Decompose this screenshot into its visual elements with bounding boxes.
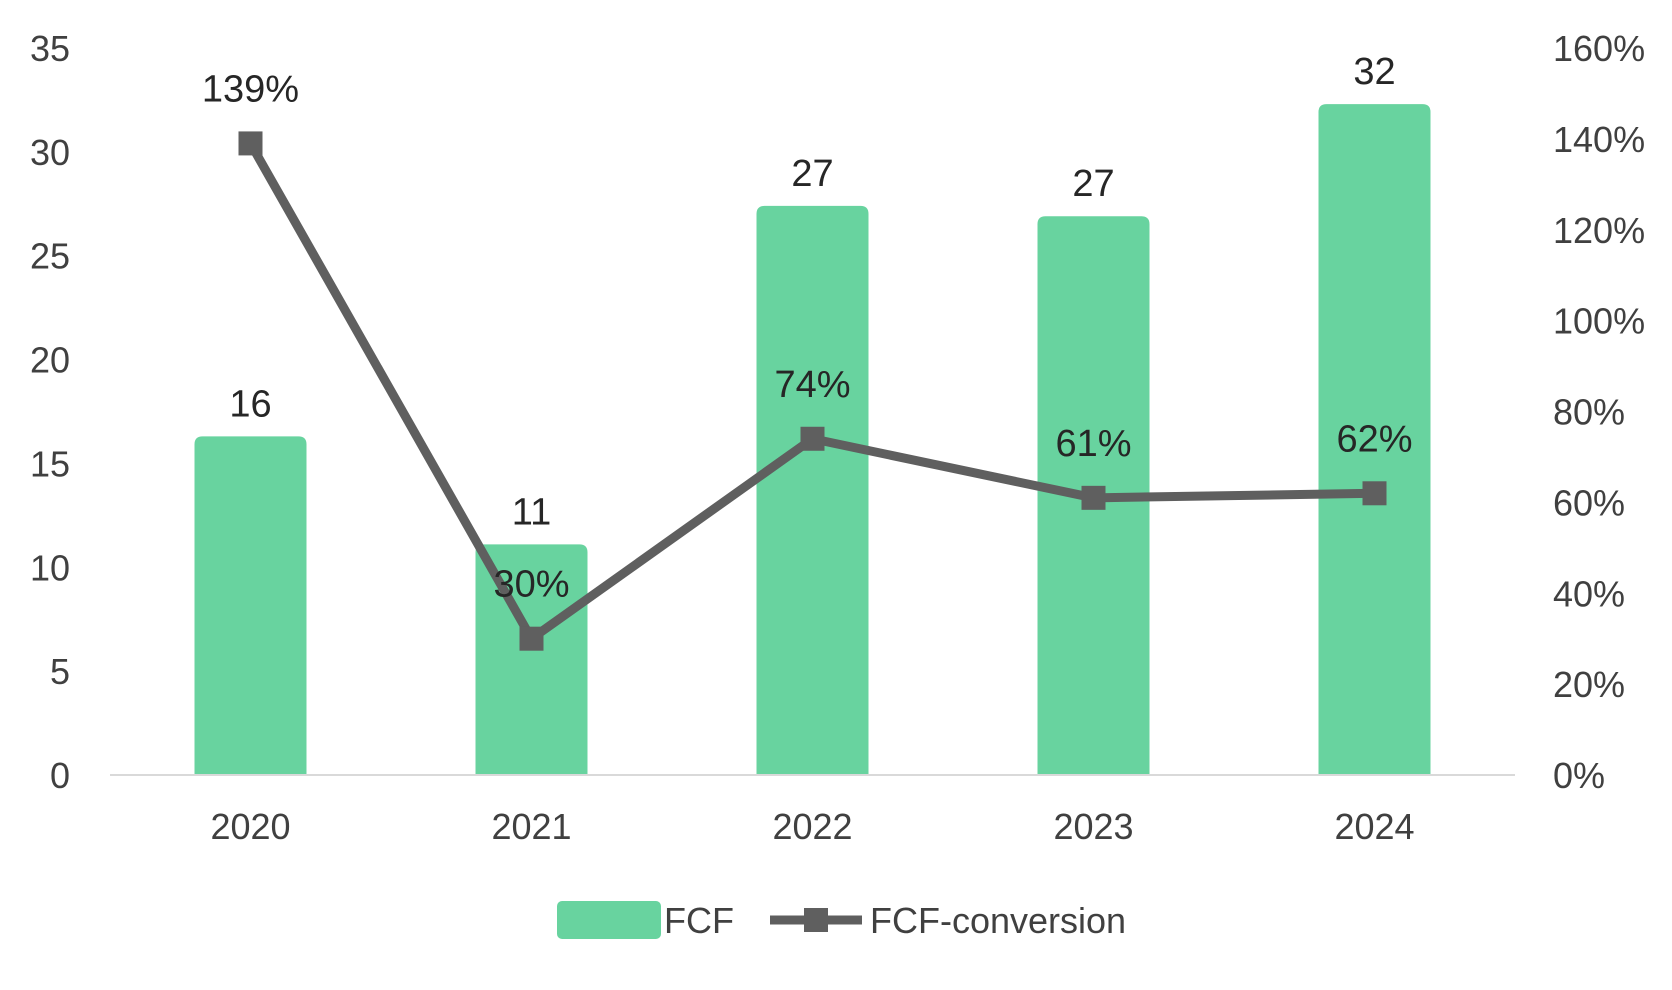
fcf-conversion-value-label: 74% — [774, 364, 850, 406]
legend-fcf-conversion-marker — [804, 908, 828, 932]
right-tick-label: 120% — [1553, 210, 1645, 251]
right-tick-label: 20% — [1553, 664, 1625, 705]
fcf-bar-value-label: 16 — [229, 383, 271, 425]
fcf-bar-value-label: 32 — [1353, 51, 1395, 93]
left-tick-label: 0 — [50, 755, 70, 796]
fcf-bar — [756, 205, 869, 775]
fcf-bar-value-label: 27 — [1072, 163, 1114, 205]
right-tick-label: 40% — [1553, 573, 1625, 614]
fcf-bar — [194, 436, 307, 775]
fcf-conversion-marker — [1081, 485, 1106, 510]
right-tick-label: 140% — [1553, 119, 1645, 160]
fcf-conversion-value-label: 30% — [493, 564, 569, 606]
left-axis: 0 5 10 15 20 25 30 35 — [30, 28, 70, 796]
fcf-conversion-marker — [1362, 481, 1387, 506]
left-tick-label: 25 — [30, 236, 70, 277]
left-tick-label: 35 — [30, 28, 70, 69]
fcf-conversion-marker — [800, 426, 825, 451]
x-tick-label: 2023 — [1053, 806, 1133, 847]
fcf-conversion-value-label: 62% — [1336, 418, 1412, 460]
x-tick-label: 2020 — [210, 806, 290, 847]
right-tick-label: 160% — [1553, 28, 1645, 69]
fcf-conversion-value-label: 61% — [1055, 423, 1131, 465]
fcf-bar-value-label: 11 — [512, 491, 551, 533]
legend-fcf-conversion-label: FCF-conversion — [870, 900, 1126, 941]
fcf-conversion-marker — [519, 626, 544, 651]
right-tick-label: 0% — [1553, 755, 1605, 796]
right-tick-label: 100% — [1553, 301, 1645, 342]
left-tick-label: 5 — [50, 651, 70, 692]
x-tick-label: 2024 — [1334, 806, 1414, 847]
fcf-conversion-value-label: 139% — [202, 68, 299, 110]
x-tick-label: 2021 — [491, 806, 571, 847]
fcf-conversion-labels: 139% 30% 74% 61% 62% — [202, 68, 1413, 605]
left-tick-label: 15 — [30, 443, 70, 484]
right-tick-label: 80% — [1553, 392, 1625, 433]
left-tick-label: 20 — [30, 340, 70, 381]
legend: FCF FCF-conversion — [557, 900, 1126, 941]
left-tick-label: 30 — [30, 132, 70, 173]
fcf-bar-labels: 16 11 27 27 32 — [229, 51, 1395, 533]
fcf-bar-value-label: 27 — [791, 153, 833, 195]
fcf-bar — [475, 544, 588, 775]
fcf-conversion-line — [238, 131, 1387, 651]
left-tick-label: 10 — [30, 547, 70, 588]
right-axis: 0% 20% 40% 60% 80% 100% 120% 140% 160% — [1553, 28, 1645, 796]
legend-fcf-swatch — [557, 901, 661, 939]
x-tick-label: 2022 — [772, 806, 852, 847]
right-tick-label: 60% — [1553, 482, 1625, 523]
x-axis: 2020 2021 2022 2023 2024 — [210, 806, 1414, 847]
fcf-conversion-marker — [238, 131, 263, 156]
fcf-bar — [1318, 104, 1431, 775]
legend-fcf-label: FCF — [664, 900, 734, 941]
